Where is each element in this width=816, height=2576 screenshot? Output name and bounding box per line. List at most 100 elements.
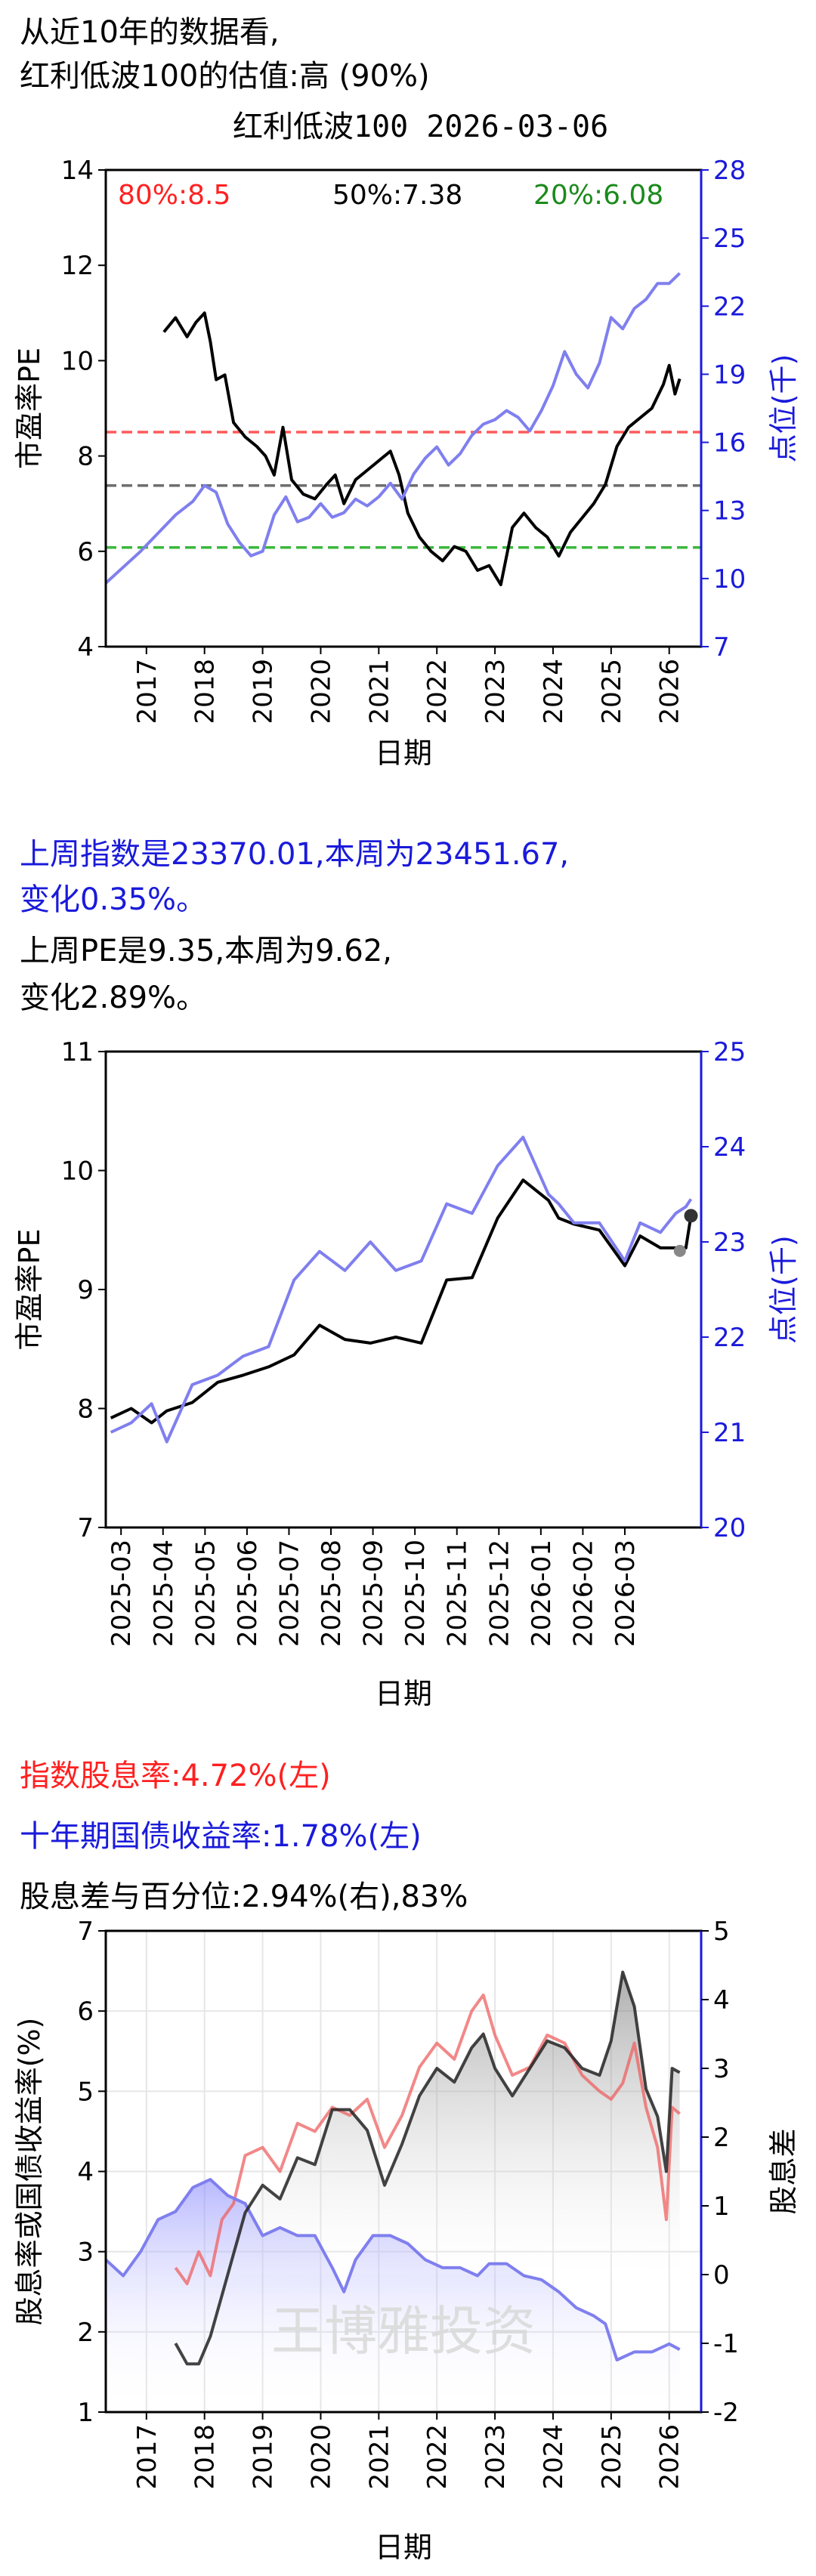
pe-change-line-2: 变化2.89%。 [20,981,207,1015]
x-tick-label: 2023 [481,659,511,724]
x-tick-label: 2025 [597,659,627,724]
pe-index-1y-chart: 7 8 9 10 11 20 21 22 23 24 25 2025-03 2025-04 2025-05… [13,1037,800,1710]
y-tick-label: 10 [61,346,94,376]
x-tick-label: 2026 [655,2424,685,2490]
summary-line-2: 红利低波100的估值:高 (90%) [20,59,430,94]
threshold-label-50: 50%:7.38 [332,180,462,211]
y2-tick-label: -2 [713,2398,739,2428]
series-line-pe [162,311,682,586]
pe-index-10y-chart: 80%:8.5 50%:7.38 20%:6.08 4 6 8 10 12 14 7 10 13 16 1… [13,156,800,770]
x-tick-label: 2017 [132,2424,162,2490]
x-tick-label: 2026-02 [568,1540,598,1647]
y-tick-label: 14 [61,156,94,186]
x-axis-label: 日期 [375,2531,432,2564]
summary-line-1: 从近10年的数据看, [20,15,280,50]
x-tick-label: 2024 [539,2424,569,2490]
plot-frame [104,168,703,648]
y-tick-label: 7 [77,1917,94,1947]
x-tick-label: 2025-07 [274,1540,304,1647]
x-tick-label: 2025-08 [317,1540,347,1647]
series-line-dividend_yield [174,1993,681,2286]
y-tick-label: 11 [61,1037,94,1067]
y-axis-label: 市盈率PE [13,347,46,469]
x-tick-label: 2025-04 [149,1540,179,1647]
x-tick-label: 2024 [539,659,569,724]
x-tick-label: 2020 [306,659,336,724]
x-tick-label: 2021 [364,2424,394,2490]
y2-tick-label: 13 [713,496,746,527]
y2-tick-label: 23 [713,1228,746,1258]
y2-tick-label: 22 [713,1323,746,1353]
x-tick-label: 2025-03 [107,1540,137,1647]
y2-tick-label: 25 [713,1037,746,1067]
y2-tick-label: 28 [713,156,746,186]
y-tick-label: 1 [77,2398,94,2428]
spread-percentile-text: 股息差与百分位:2.94%(右),83% [20,1879,468,1914]
y2-tick-label: 16 [713,428,746,459]
x-tick-label: 2022 [422,659,453,724]
dividend-yield-text: 指数股息率:4.72%(左) [20,1759,331,1793]
threshold-label-20: 20%:6.08 [533,180,663,211]
bond-yield-text: 十年期国债收益率:1.78%(左) [20,1819,422,1854]
y2-tick-label: 5 [713,1917,730,1947]
y2-tick-label: -1 [713,2329,739,2359]
x-tick-label: 2018 [190,659,221,724]
dividend-spread-chart: 王博雅投资 1 2 3 4 5 6 7 -2 -1 0 1 2 3 4 5 2017 2018 2019 2020 20… [13,1917,800,2564]
x-tick-label: 2019 [249,2424,279,2490]
x-tick-label: 2019 [249,659,279,724]
x-tick-label: 2025-09 [359,1540,389,1647]
watermark: 王博雅投资 [271,2300,536,2362]
x-axis-label: 日期 [375,1677,432,1710]
y2-tick-label: 3 [713,2054,730,2084]
y-tick-label: 4 [77,2157,94,2188]
plot-frame [104,1050,703,1529]
y2-axis-label: 股息差 [767,2128,800,2214]
series-line-bond_yield [104,2178,681,2361]
y-tick-label: 10 [61,1157,94,1187]
y-tick-label: 2 [77,2318,94,2348]
chart-title: 红利低波100 2026-03-06 [233,110,609,144]
y2-axis-label: 点位(千) [767,354,800,463]
x-tick-label: 2026-03 [610,1540,641,1647]
y2-tick-label: 1 [713,2191,730,2222]
y-tick-label: 6 [77,1997,94,2027]
y2-tick-label: 20 [713,1513,746,1543]
y-tick-label: 4 [77,632,94,663]
x-axis-label: 日期 [375,737,432,770]
y2-tick-label: 19 [713,360,746,390]
pe-prev-marker [673,1244,686,1257]
x-tick-label: 2025-05 [190,1540,221,1647]
y2-tick-label: 7 [713,632,730,663]
y-tick-label: 6 [77,537,94,567]
y-tick-label: 8 [77,442,94,472]
y2-tick-label: 4 [713,1985,730,2015]
x-tick-label: 2025-11 [443,1540,473,1647]
series-line-pe [110,1178,693,1425]
x-tick-label: 2026 [655,659,685,724]
y2-tick-label: 24 [713,1132,746,1163]
y2-tick-label: 0 [713,2260,730,2290]
x-tick-label: 2026-01 [527,1540,557,1647]
y2-axis-label: 点位(千) [767,1235,800,1344]
y-tick-label: 8 [77,1395,94,1425]
y-axis-label: 股息率或国债收益率(%) [13,2018,46,2326]
x-tick-label: 2023 [481,2424,511,2490]
y-tick-label: 7 [77,1513,94,1543]
y-tick-label: 3 [77,2238,94,2268]
threshold-label-80: 80%:8.5 [118,180,230,211]
index-change-line-1: 上周指数是23370.01,本周为23451.67, [20,837,570,872]
x-tick-label: 2025-10 [400,1540,431,1647]
x-tick-label: 2018 [190,2424,221,2490]
y-tick-label: 9 [77,1275,94,1305]
y-tick-label: 12 [61,251,94,281]
y-tick-label: 5 [77,2077,94,2107]
series-line-index [104,272,681,585]
y2-tick-label: 22 [713,292,746,322]
pe-last-marker [684,1209,698,1223]
index-change-line-2: 变化0.35%。 [20,882,207,917]
y-axis-label: 市盈率PE [13,1229,46,1351]
x-tick-label: 2017 [132,659,162,724]
y2-tick-label: 25 [713,224,746,254]
y2-tick-label: 21 [713,1418,746,1448]
pe-change-line-1: 上周PE是9.35,本周为9.62, [20,934,392,968]
